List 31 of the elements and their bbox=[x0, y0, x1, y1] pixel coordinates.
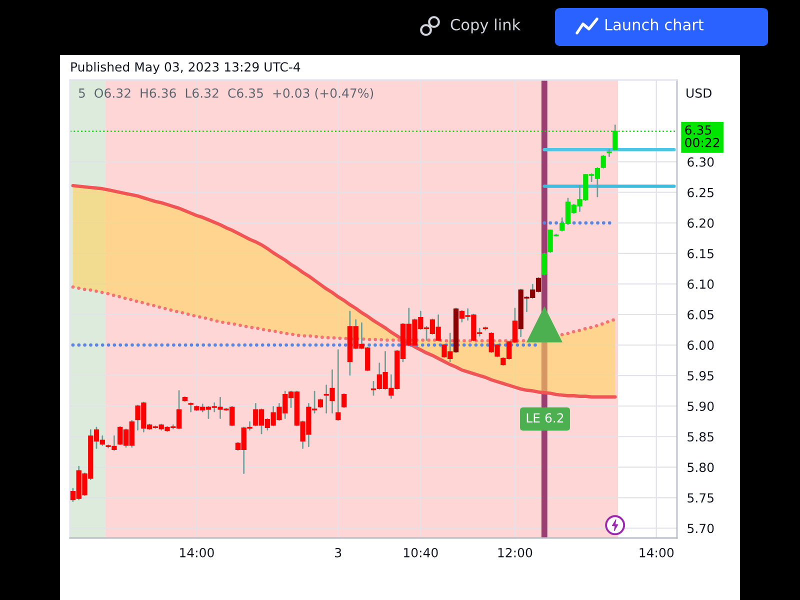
x-tick-label: 3 bbox=[335, 548, 342, 558]
annotation: LE 6.2 bbox=[526, 413, 564, 423]
y-tick-label: 5.85 bbox=[688, 432, 714, 442]
candlestick bbox=[188, 402, 194, 412]
y-tick-label: 5.70 bbox=[688, 524, 714, 534]
y-tick-label: 6.25 bbox=[688, 188, 714, 198]
candlestick bbox=[336, 349, 341, 421]
y-tick-label: 6.10 bbox=[688, 279, 714, 289]
x-tick-label: 14:00 bbox=[640, 548, 674, 558]
y-tick-label: 5.75 bbox=[688, 493, 714, 503]
x-tick-label: 10:40 bbox=[404, 548, 438, 558]
y-tick-label: 6.00 bbox=[688, 340, 714, 350]
y-tick-label: 6.30 bbox=[688, 157, 714, 167]
y-tick-label: 6.20 bbox=[688, 218, 714, 228]
y-tick-label: 5.90 bbox=[688, 402, 714, 412]
text: 5 O6.32 H6.36 L6.32 C6.35 +0.03 (+0.47%) bbox=[78, 88, 374, 100]
candlestick bbox=[341, 393, 347, 408]
y-tick-label: 5.95 bbox=[688, 371, 714, 380]
y-tick-label: 6.15 bbox=[688, 248, 714, 258]
candlestick bbox=[600, 155, 606, 169]
y-tick-label: 6.05 bbox=[688, 310, 714, 320]
x-tick-label: 12:00 bbox=[498, 548, 532, 558]
ref-line-label: 6.35 00:22 bbox=[685, 125, 720, 148]
chart-title: Published May 03, 2023 13:29 UTC-4 bbox=[71, 62, 300, 74]
candlestick bbox=[606, 148, 612, 158]
x-tick-label: 14:00 bbox=[180, 548, 214, 558]
candlestick bbox=[542, 252, 547, 276]
y-tick-label: 5.80 bbox=[688, 462, 714, 472]
text: Launch chart bbox=[606, 18, 704, 30]
y-axis-title: USD bbox=[686, 88, 712, 98]
text: Copy link bbox=[450, 18, 521, 34]
